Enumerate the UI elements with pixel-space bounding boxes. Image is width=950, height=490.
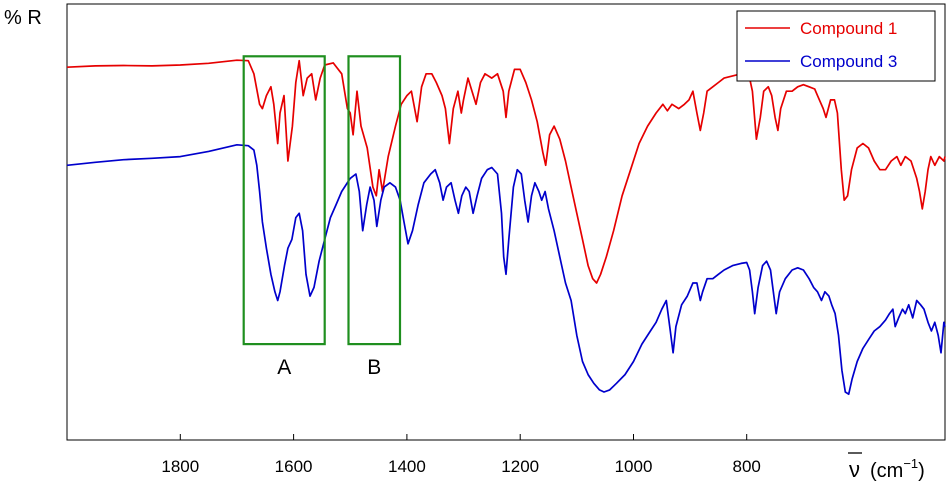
x-tick-label-1200: 1200 [501, 457, 539, 476]
x-tick-label-800: 800 [733, 457, 761, 476]
x-tick-label-1000: 1000 [615, 457, 653, 476]
region-label-a: A [277, 356, 291, 379]
legend: Compound 1 Compound 3 [736, 10, 936, 82]
y-axis-label: % R [4, 7, 42, 29]
x-tick-label-1800: 1800 [161, 457, 199, 476]
region-box-b [347, 55, 402, 346]
legend-label-compound-1: Compound 1 [800, 19, 897, 38]
x-tick-label-1400: 1400 [388, 457, 426, 476]
x-tick-label-1600: 1600 [275, 457, 313, 476]
x-axis-unit-exp: −1 [903, 456, 918, 471]
region-box-a [242, 55, 326, 346]
plot-frame [66, 3, 946, 441]
x-axis-symbol: ν [849, 457, 860, 482]
x-axis-label: ν (cm−1) [848, 452, 925, 482]
x-axis-ticks: 1800 1600 1400 1200 1000 800 [161, 434, 761, 476]
series-line-compound-1 [66, 59, 946, 284]
series-line-compound-3 [66, 143, 946, 396]
legend-label-compound-3: Compound 3 [800, 52, 897, 71]
x-axis-unit-close: ) [918, 460, 925, 482]
x-axis-unit: (cm−1) [870, 456, 925, 482]
region-label-b: B [367, 356, 381, 379]
x-axis-unit-base: (cm [870, 460, 903, 482]
legend-box [736, 10, 936, 82]
series-layer [66, 59, 946, 396]
